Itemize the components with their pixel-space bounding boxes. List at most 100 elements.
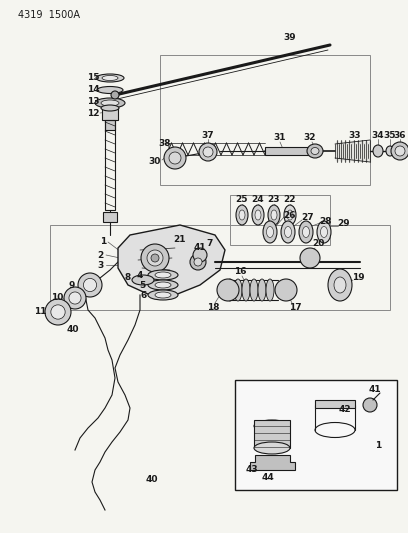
Polygon shape [118,225,225,295]
Ellipse shape [266,279,274,301]
Circle shape [300,248,320,268]
Text: 41: 41 [369,385,381,394]
Text: 16: 16 [234,268,246,277]
Circle shape [217,279,239,301]
Circle shape [69,292,81,304]
Ellipse shape [311,148,319,155]
Text: 15: 15 [87,72,99,82]
Circle shape [193,248,207,262]
Ellipse shape [234,279,242,301]
Text: 35: 35 [384,131,396,140]
Ellipse shape [302,227,310,238]
Text: 2: 2 [97,251,103,260]
Circle shape [199,143,217,161]
Circle shape [78,273,102,297]
Ellipse shape [373,145,383,157]
Ellipse shape [328,269,352,301]
Text: 28: 28 [320,216,332,225]
Ellipse shape [284,205,296,225]
Ellipse shape [321,227,328,238]
Text: 39: 39 [284,34,296,43]
Ellipse shape [254,442,290,454]
Text: 44: 44 [262,473,274,482]
Text: 40: 40 [67,326,79,335]
Circle shape [395,146,405,156]
Text: 24: 24 [252,196,264,205]
Ellipse shape [155,272,171,278]
Text: 20: 20 [312,239,324,248]
Text: 33: 33 [349,131,361,140]
Circle shape [141,244,169,272]
Circle shape [64,287,86,309]
Text: 23: 23 [268,196,280,205]
Circle shape [194,258,202,266]
Circle shape [203,147,213,157]
Circle shape [111,91,119,99]
Ellipse shape [254,420,290,432]
Circle shape [147,250,163,266]
Text: 6: 6 [141,290,147,300]
Text: 26: 26 [284,211,296,220]
Bar [105,110,115,130]
Ellipse shape [307,144,323,158]
Ellipse shape [155,282,171,288]
Text: 17: 17 [289,303,302,311]
Text: 30: 30 [149,157,161,166]
Text: 40: 40 [146,475,158,484]
Text: 4319  1500A: 4319 1500A [18,10,80,20]
Ellipse shape [155,292,171,298]
Ellipse shape [317,221,331,243]
Text: 36: 36 [394,131,406,140]
Ellipse shape [242,279,250,301]
Text: 42: 42 [339,406,351,415]
Ellipse shape [101,100,119,106]
Ellipse shape [250,279,258,301]
Ellipse shape [271,210,277,220]
Ellipse shape [97,86,123,93]
Ellipse shape [252,205,264,225]
Bar [254,420,290,448]
Bar [265,147,315,155]
Polygon shape [250,455,295,470]
Circle shape [164,147,186,169]
Text: 1: 1 [100,238,106,246]
Ellipse shape [255,210,261,220]
Ellipse shape [284,227,291,238]
Ellipse shape [268,205,280,225]
Ellipse shape [102,76,118,80]
Ellipse shape [287,210,293,220]
Text: 41: 41 [194,244,206,253]
Ellipse shape [148,290,178,300]
Text: 29: 29 [338,220,350,229]
Ellipse shape [96,74,124,82]
Text: 27: 27 [302,214,314,222]
Ellipse shape [101,105,119,111]
Bar [105,120,115,210]
Circle shape [275,279,297,301]
Circle shape [190,254,206,270]
Bar [102,108,118,120]
Text: 14: 14 [86,85,99,94]
Circle shape [151,254,159,262]
Text: 19: 19 [352,273,364,282]
Text: 5: 5 [139,280,145,289]
Circle shape [51,305,65,319]
Ellipse shape [132,275,154,285]
Bar [315,400,355,408]
Text: 9: 9 [69,280,75,289]
Ellipse shape [239,210,245,220]
Ellipse shape [386,146,394,156]
Text: 18: 18 [207,303,219,311]
Text: 43: 43 [246,465,258,474]
Circle shape [45,299,71,325]
Text: 31: 31 [274,133,286,142]
Ellipse shape [281,221,295,243]
Text: 10: 10 [51,294,63,303]
Ellipse shape [226,279,234,301]
Ellipse shape [148,270,178,280]
Text: 8: 8 [125,273,131,282]
Text: 34: 34 [372,131,384,140]
Ellipse shape [148,280,178,290]
Text: 21: 21 [174,236,186,245]
Circle shape [363,398,377,412]
